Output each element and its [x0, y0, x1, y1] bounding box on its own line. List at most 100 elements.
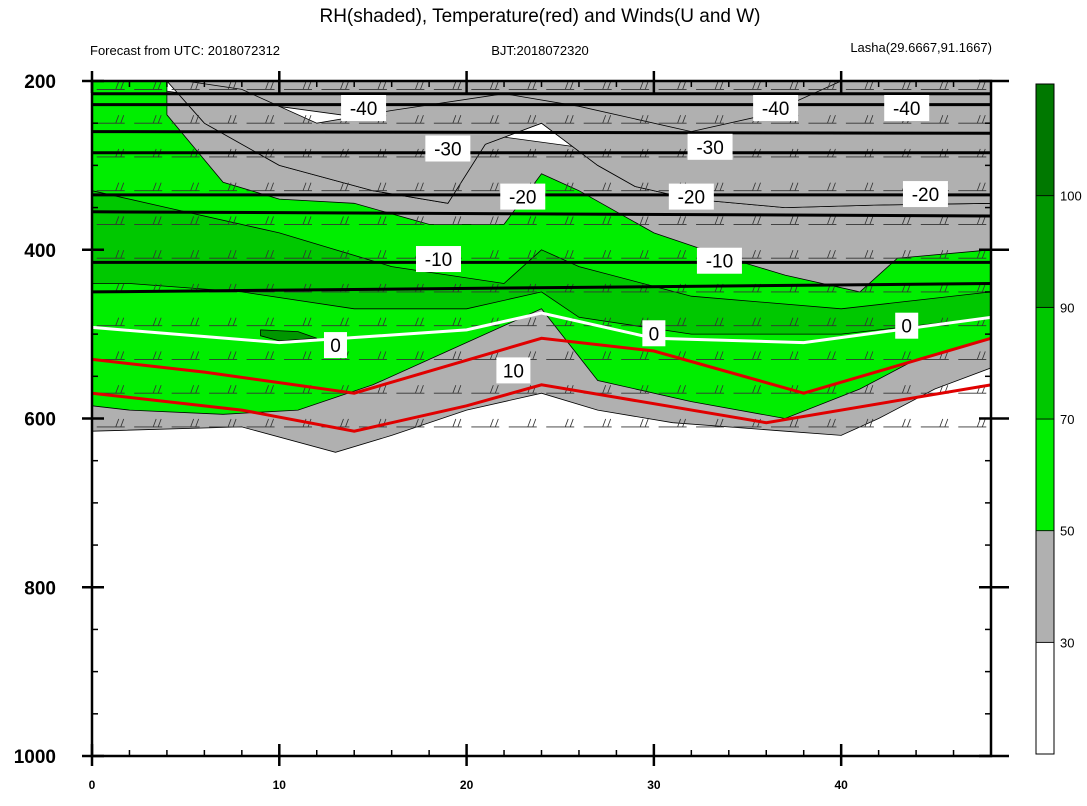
wind-barb-18 [134, 317, 163, 327]
wind-barb-126 [508, 250, 537, 259]
wind-barb-31 [171, 385, 200, 394]
wind-barb-148 [583, 250, 612, 259]
wind-barb-259 [958, 283, 987, 293]
wind-barb-180 [696, 216, 725, 225]
colorbar-label-90: 90 [1060, 300, 1074, 315]
wind-barb-166 [658, 115, 687, 124]
wind-barb-158 [621, 216, 650, 225]
wind-barb-143 [583, 81, 612, 90]
colorbar-band-30-50 [1035, 530, 1055, 643]
wind-barb-82 [358, 250, 387, 259]
x-tick-label-20: 20 [460, 778, 474, 792]
wind-barb-213 [808, 216, 837, 225]
y-tick-label-800: 800 [24, 578, 56, 599]
wind-barb-44 [246, 81, 275, 90]
wind-barb-5 [96, 250, 125, 259]
wind-barb-111 [471, 115, 500, 124]
wind-barb-241 [883, 418, 912, 428]
svg-text:0: 0 [330, 336, 341, 357]
wind-barb-209 [808, 81, 837, 90]
wind-barb-185 [696, 385, 725, 394]
wind-barb-176 [696, 81, 725, 90]
wind-barb-66 [321, 81, 350, 90]
wind-barb-223 [845, 182, 874, 192]
wind-barb-106 [433, 317, 462, 327]
colorbar-band-70-90 [1035, 306, 1055, 420]
wind-barb-1 [96, 115, 125, 124]
wind-barb-236 [883, 250, 912, 259]
contour-label-10: 0 [323, 332, 347, 359]
wind-barb-53 [246, 385, 275, 394]
wind-barb-229 [845, 385, 874, 394]
svg-text:-20: -20 [678, 188, 705, 209]
wind-barb-242 [920, 81, 949, 90]
x-tick-label-40: 40 [834, 778, 848, 792]
wind-barb-184 [696, 351, 725, 360]
wind-barb-246 [920, 216, 949, 225]
bjt-info: BJT:2018072320 [491, 43, 589, 58]
wind-barb-89 [396, 115, 425, 124]
wind-barb-69 [321, 182, 350, 192]
forecast-info: Forecast from UTC: 2018072312 [90, 43, 280, 58]
wind-barb-73 [321, 317, 350, 327]
wind-barb-136 [546, 216, 575, 225]
wind-barb-99 [433, 81, 462, 90]
wind-barb-91 [396, 182, 425, 192]
svg-text:-30: -30 [696, 138, 723, 159]
wind-barb-59 [284, 216, 313, 225]
wind-barb-47 [246, 182, 275, 192]
wind-barbs [96, 81, 987, 428]
wind-barb-88 [396, 81, 425, 90]
wind-barb-81 [358, 216, 387, 225]
wind-barb-153 [583, 418, 612, 428]
wind-barb-201 [770, 182, 799, 192]
wind-barb-41 [209, 351, 238, 360]
x-tick-label-10: 10 [273, 778, 287, 792]
svg-text:-20: -20 [509, 188, 536, 209]
wind-barb-190 [733, 182, 762, 192]
wind-barb-151 [583, 351, 612, 360]
wind-barb-216 [808, 317, 837, 327]
wind-barb-162 [621, 351, 650, 360]
contour-label-1: -40 [753, 95, 799, 121]
wind-barb-261 [958, 351, 987, 360]
wind-barb-95 [396, 317, 425, 327]
wind-barb-103 [433, 216, 462, 225]
contour-label-7: -20 [902, 181, 948, 208]
wind-barb-217 [808, 351, 837, 360]
x-tick-label-30: 30 [647, 778, 661, 792]
x-tick-label-0: 0 [89, 778, 96, 792]
wind-barb-196 [733, 385, 762, 394]
wind-barb-113 [471, 182, 500, 192]
wind-barb-26 [171, 216, 200, 225]
wind-barb-214 [808, 250, 837, 259]
wind-barb-239 [883, 351, 912, 360]
wind-barb-121 [508, 81, 537, 90]
wind-barb-52 [246, 351, 275, 360]
wind-barb-220 [845, 81, 874, 90]
wind-barb-12 [134, 115, 163, 124]
temperature-contour-9 [92, 336, 991, 395]
wind-barb-228 [845, 351, 874, 360]
wind-barb-235 [883, 216, 912, 225]
plot-area: -40 -40 -40 -30 -30 -20 -20 -20 -10 -10 0 0 0 10 [90, 79, 993, 758]
x-axis: 0 10 20 30 40 [89, 71, 992, 792]
wind-barb-4 [96, 216, 125, 225]
wind-barb-240 [883, 385, 912, 394]
wind-barb-187 [733, 81, 762, 90]
wind-barb-70 [321, 216, 350, 225]
colorbar-band-0-30 [1035, 641, 1055, 755]
wind-barb-32 [171, 418, 200, 428]
wind-barb-221 [845, 115, 874, 124]
wind-barb-10 [96, 418, 125, 428]
contour-label-4: -30 [687, 133, 733, 160]
wind-barb-131 [508, 418, 537, 428]
wind-barb-202 [770, 216, 799, 225]
wind-barb-154 [621, 81, 650, 90]
wind-barb-144 [583, 115, 612, 124]
wind-barb-243 [920, 115, 949, 124]
wind-barb-120 [471, 418, 500, 428]
wind-barb-102 [433, 182, 462, 192]
wind-barb-140 [546, 351, 575, 360]
wind-barb-115 [471, 250, 500, 259]
